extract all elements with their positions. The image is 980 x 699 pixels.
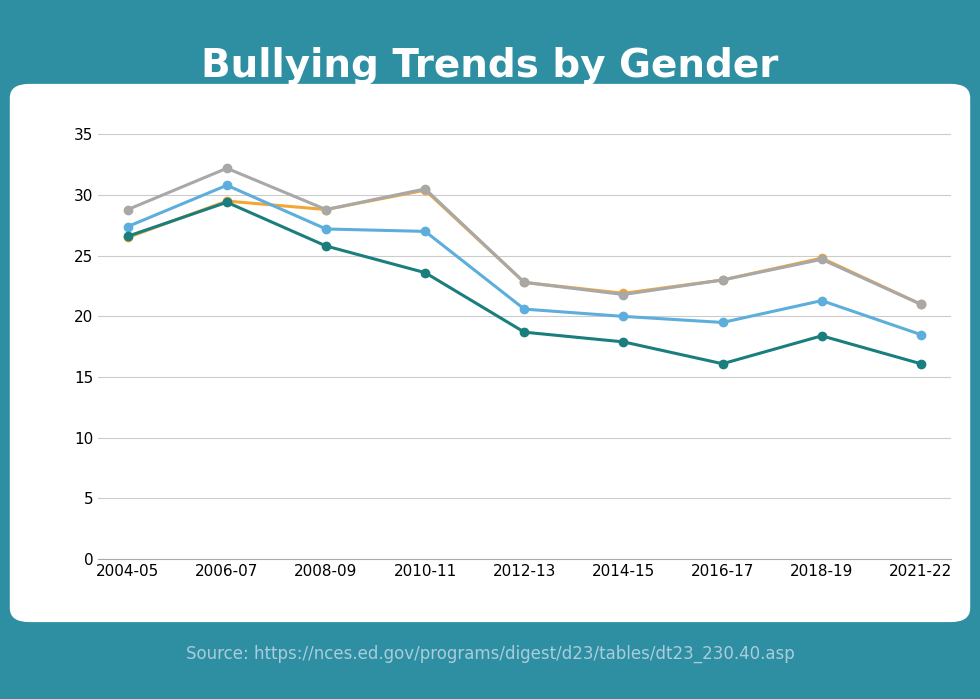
Text: Bullying Trends by Gender: Bullying Trends by Gender	[201, 48, 779, 85]
Text: Source: https://nces.ed.gov/programs/digest/d23/tables/dt23_230.40.asp: Source: https://nces.ed.gov/programs/dig…	[185, 644, 795, 663]
